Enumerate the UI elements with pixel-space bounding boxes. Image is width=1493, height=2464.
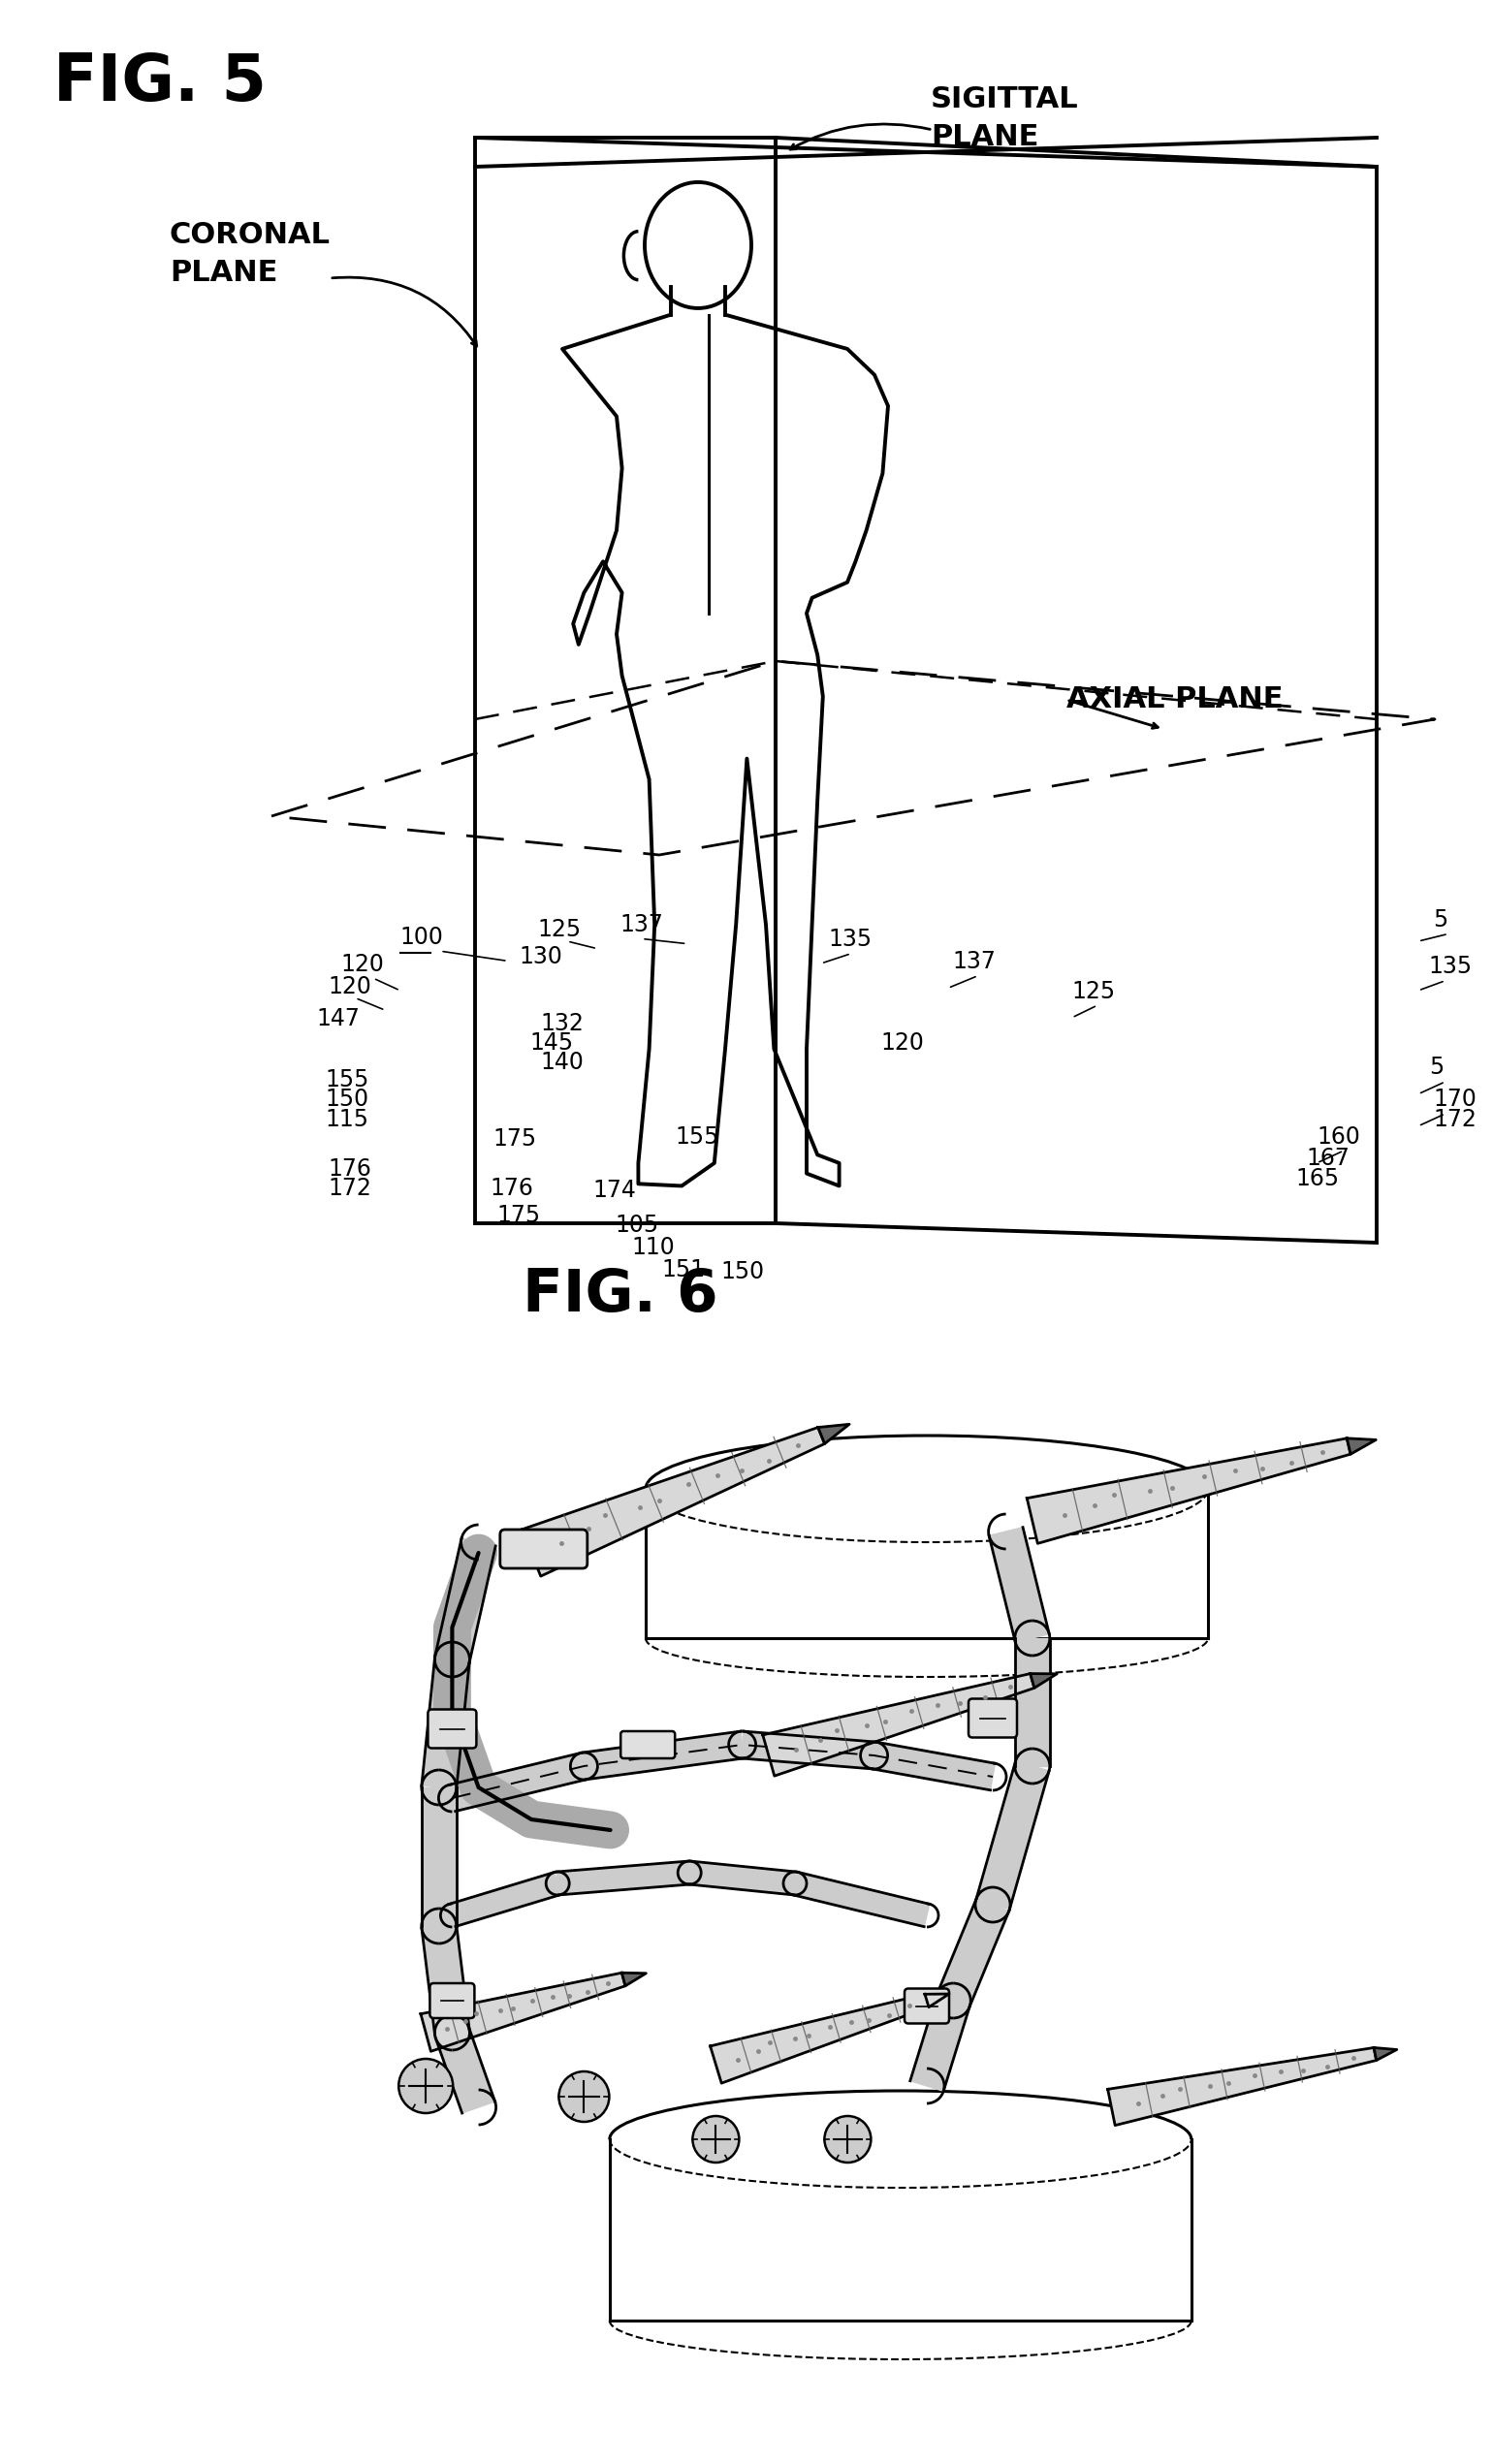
- Text: 167: 167: [1306, 1148, 1350, 1170]
- Text: 115: 115: [325, 1109, 369, 1131]
- Polygon shape: [621, 1974, 646, 1986]
- Text: 175: 175: [493, 1129, 536, 1151]
- Text: FIG. 5: FIG. 5: [54, 49, 266, 113]
- Polygon shape: [976, 1762, 1050, 1910]
- Text: 150: 150: [325, 1089, 369, 1111]
- Polygon shape: [523, 1427, 824, 1577]
- Text: 137: 137: [953, 951, 996, 973]
- Text: 137: 137: [620, 914, 663, 936]
- Text: 5: 5: [1429, 1057, 1444, 1079]
- Text: SIGITTAL
PLANE: SIGITTAL PLANE: [930, 86, 1078, 150]
- Text: 110: 110: [632, 1237, 675, 1259]
- Text: 120: 120: [328, 976, 372, 998]
- Polygon shape: [818, 1424, 850, 1444]
- Text: 176: 176: [490, 1178, 533, 1200]
- Text: 5: 5: [1433, 909, 1448, 931]
- Text: 145: 145: [530, 1032, 573, 1055]
- Polygon shape: [1374, 2048, 1397, 2060]
- Text: 125: 125: [1072, 981, 1115, 1003]
- Text: 135: 135: [829, 929, 872, 951]
- Text: AXIAL PLANE: AXIAL PLANE: [1066, 685, 1282, 715]
- Polygon shape: [557, 1860, 690, 1895]
- Polygon shape: [1108, 2048, 1377, 2126]
- Polygon shape: [436, 2028, 496, 2114]
- Circle shape: [693, 2117, 739, 2163]
- Polygon shape: [924, 1993, 950, 2008]
- Text: 155: 155: [325, 1069, 369, 1092]
- Polygon shape: [872, 1742, 996, 1791]
- Polygon shape: [1347, 1439, 1377, 1454]
- Text: CORONAL
PLANE: CORONAL PLANE: [170, 222, 330, 286]
- FancyBboxPatch shape: [905, 1988, 950, 2023]
- Polygon shape: [582, 1732, 744, 1779]
- Polygon shape: [421, 1658, 469, 1789]
- Text: 165: 165: [1296, 1168, 1339, 1190]
- FancyBboxPatch shape: [500, 1530, 587, 1570]
- Text: 160: 160: [1317, 1126, 1360, 1148]
- Text: FIG. 6: FIG. 6: [523, 1266, 718, 1323]
- Text: 125: 125: [537, 919, 581, 941]
- Text: 132: 132: [540, 1013, 584, 1035]
- FancyBboxPatch shape: [969, 1698, 1017, 1737]
- Polygon shape: [421, 1924, 469, 2035]
- Polygon shape: [421, 1974, 626, 2053]
- Polygon shape: [711, 1993, 929, 2082]
- Polygon shape: [434, 1538, 496, 1663]
- Text: 172: 172: [1433, 1109, 1477, 1131]
- Text: 150: 150: [721, 1262, 764, 1284]
- FancyBboxPatch shape: [621, 1732, 675, 1759]
- Text: 140: 140: [540, 1052, 584, 1074]
- Circle shape: [558, 2072, 609, 2122]
- Polygon shape: [421, 1786, 457, 1927]
- Text: 176: 176: [328, 1158, 372, 1180]
- Text: 120: 120: [340, 954, 384, 976]
- Polygon shape: [763, 1673, 1035, 1777]
- Polygon shape: [449, 1752, 587, 1811]
- Text: 175: 175: [497, 1205, 540, 1227]
- Text: 172: 172: [328, 1178, 372, 1200]
- Text: 155: 155: [675, 1126, 718, 1148]
- Text: 130: 130: [520, 946, 563, 968]
- Circle shape: [399, 2060, 452, 2114]
- Polygon shape: [688, 1860, 796, 1895]
- Text: 120: 120: [881, 1032, 924, 1055]
- FancyBboxPatch shape: [428, 1710, 476, 1747]
- Polygon shape: [1015, 1639, 1050, 1767]
- Polygon shape: [793, 1873, 930, 1927]
- Text: 105: 105: [615, 1215, 658, 1237]
- FancyBboxPatch shape: [430, 1984, 475, 2018]
- Circle shape: [824, 2117, 870, 2163]
- Polygon shape: [938, 1897, 1009, 2008]
- Polygon shape: [741, 1732, 875, 1769]
- Text: 135: 135: [1429, 956, 1472, 978]
- Polygon shape: [988, 1528, 1050, 1643]
- Text: 147: 147: [317, 1008, 360, 1030]
- Text: 170: 170: [1433, 1089, 1477, 1111]
- Text: 151: 151: [661, 1259, 705, 1281]
- Text: 174: 174: [593, 1180, 636, 1202]
- Polygon shape: [1030, 1673, 1057, 1688]
- Polygon shape: [911, 1996, 970, 2092]
- Polygon shape: [449, 1873, 561, 1927]
- Text: 100: 100: [400, 926, 443, 949]
- Polygon shape: [1027, 1439, 1351, 1542]
